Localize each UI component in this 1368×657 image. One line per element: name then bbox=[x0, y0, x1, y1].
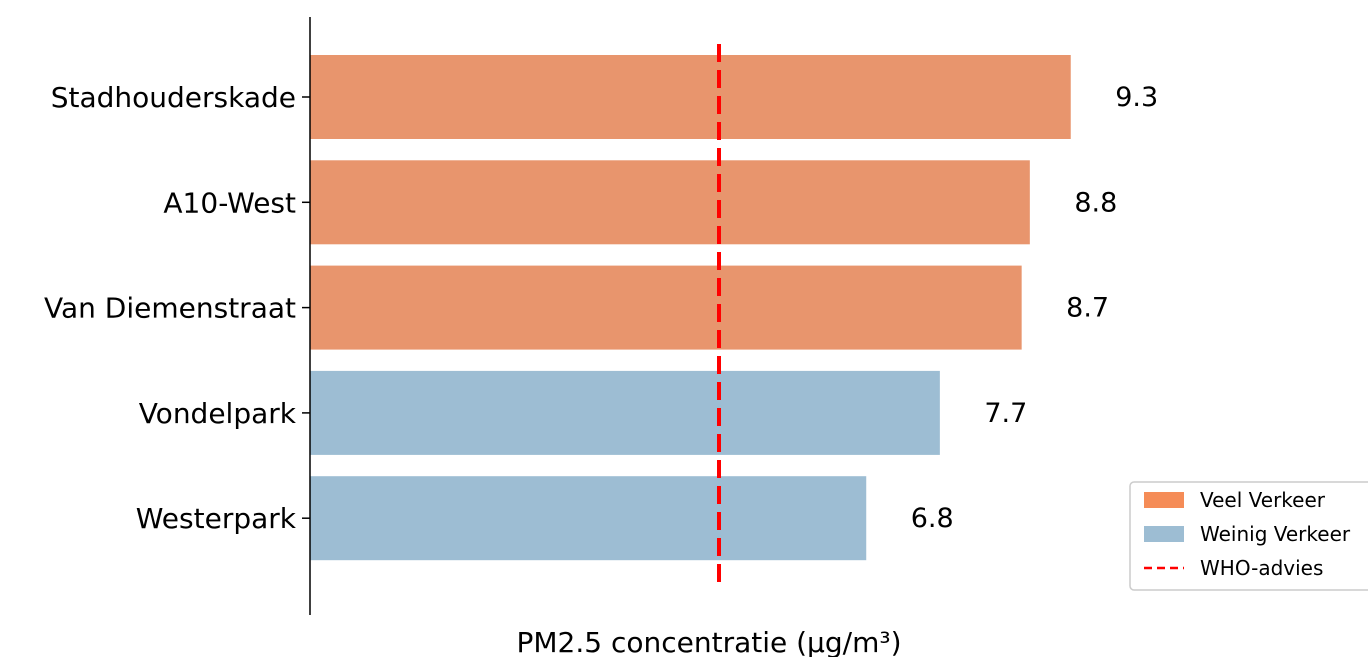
value-label-vondelpark: 7.7 bbox=[984, 398, 1027, 429]
x-axis-label: PM2.5 concentratie (µg/m³) bbox=[516, 626, 901, 657]
bar-van-diemenstraat bbox=[310, 265, 1022, 350]
legend-items: Veel Verkeer Weinig Verkeer WHO-advies bbox=[1144, 488, 1351, 580]
legend-swatch-veel-verkeer bbox=[1144, 492, 1184, 508]
category-label-vondelpark: Vondelpark bbox=[139, 397, 297, 430]
category-label-van-diemenstraat: Van Diemenstraat bbox=[44, 292, 296, 325]
legend-label-who-advies: WHO-advies bbox=[1200, 556, 1323, 580]
category-label-westerpark: Westerpark bbox=[136, 502, 297, 535]
value-label-van-diemenstraat: 8.7 bbox=[1066, 293, 1109, 324]
bar-a10-west bbox=[310, 160, 1030, 245]
legend-label-veel-verkeer: Veel Verkeer bbox=[1200, 488, 1326, 512]
category-labels-layer: Stadhouderskade A10-West Van Diemenstraat V… bbox=[44, 81, 297, 535]
bar-vondelpark bbox=[310, 370, 940, 455]
bar-westerpark bbox=[310, 476, 867, 561]
value-label-stadhouderskade: 9.3 bbox=[1115, 82, 1158, 113]
y-ticks-layer bbox=[302, 96, 310, 519]
category-label-stadhouderskade: Stadhouderskade bbox=[51, 81, 296, 114]
bar-stadhouderskade bbox=[310, 55, 1071, 139]
category-label-a10-west: A10-West bbox=[163, 186, 296, 219]
value-labels-layer: 9.3 8.8 8.7 7.7 6.8 bbox=[911, 82, 1158, 534]
legend: Veel Verkeer Weinig Verkeer WHO-advies bbox=[1129, 481, 1368, 591]
value-label-a10-west: 8.8 bbox=[1074, 187, 1117, 218]
legend-label-weinig-verkeer: Weinig Verkeer bbox=[1200, 522, 1351, 546]
legend-swatch-weinig-verkeer bbox=[1144, 526, 1184, 542]
legend-frame bbox=[1129, 481, 1368, 591]
bars-layer bbox=[310, 55, 1071, 561]
value-label-westerpark: 6.8 bbox=[911, 503, 954, 534]
